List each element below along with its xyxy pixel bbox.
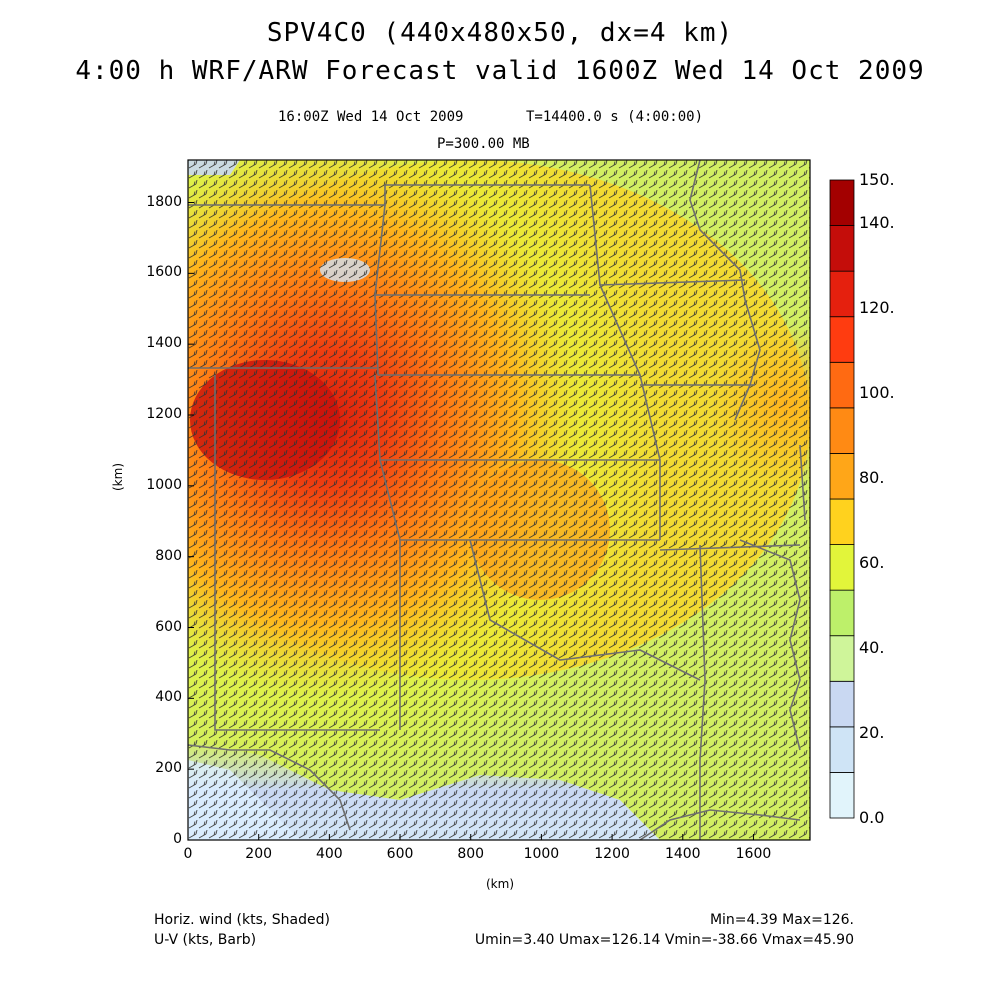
shaded-wind-field bbox=[188, 160, 810, 840]
colorbar-swatch bbox=[829, 726, 855, 773]
shaded-variable-label: Horiz. wind (kts, Shaded) bbox=[154, 912, 330, 928]
colorbar-swatch bbox=[829, 225, 855, 272]
colorbar-swatch bbox=[829, 270, 855, 318]
colorbar-swatch bbox=[829, 316, 855, 363]
x-tick-label: 1000 bbox=[523, 846, 560, 862]
colorbar-label: 0.0 bbox=[859, 808, 885, 827]
y-tick-label: 800 bbox=[155, 547, 182, 564]
plot-subtitle: 4:00 h WRF/ARW Forecast valid 1600Z Wed … bbox=[75, 56, 925, 86]
colorbar-label: 80. bbox=[859, 467, 885, 487]
x-tick-label: 200 bbox=[245, 846, 273, 862]
colorbar-swatch bbox=[829, 589, 855, 637]
colorbar-swatch bbox=[829, 635, 855, 682]
colorbar-swatch bbox=[829, 544, 855, 591]
y-tick-label: 600 bbox=[155, 618, 182, 635]
y-tick-label: 1400 bbox=[146, 335, 182, 352]
colorbar-label: 100. bbox=[859, 382, 895, 402]
model-time-label: T=14400.0 s (4:00:00) bbox=[526, 109, 704, 125]
y-tick-label: 400 bbox=[155, 689, 182, 706]
colorbar-label: 150. bbox=[859, 170, 895, 189]
y-tick-label: 1200 bbox=[146, 406, 182, 422]
min-max-label: Min=4.39 Max=126. bbox=[709, 912, 854, 928]
x-tick-label: 800 bbox=[457, 846, 485, 862]
x-axis-label: (km) bbox=[486, 877, 515, 891]
valid-time-label: 16:00Z Wed 14 Oct 2009 bbox=[278, 109, 464, 125]
colorbar-swatch bbox=[829, 453, 855, 500]
colorbar-swatch bbox=[829, 179, 855, 226]
x-tick-label: 0 bbox=[183, 846, 193, 862]
pressure-level-label: P=300.00 MB bbox=[437, 136, 530, 152]
colorbar-label: 60. bbox=[859, 552, 885, 572]
colorbar-swatch bbox=[829, 407, 855, 454]
colorbar-swatch bbox=[829, 680, 855, 728]
barb-variable-label: U-V (kts, Barb) bbox=[154, 932, 257, 948]
colorbar-swatch bbox=[829, 361, 855, 409]
colorbar-label: 40. bbox=[859, 637, 885, 657]
colorbar-label: 20. bbox=[859, 722, 885, 742]
y-axis-label: (km) bbox=[111, 462, 125, 491]
y-tick-label: 1600 bbox=[146, 264, 182, 281]
y-tick-label: 1000 bbox=[146, 476, 182, 493]
colorbar-label: 140. bbox=[859, 212, 895, 232]
y-tick-label: 200 bbox=[155, 760, 182, 777]
colorbar-swatch bbox=[829, 498, 855, 545]
x-tick-label: 1200 bbox=[594, 846, 630, 862]
uv-stats-label: Umin=3.40 Umax=126.14 Vmin=-38.66 Vmax=4… bbox=[474, 932, 854, 948]
x-tick-label: 400 bbox=[315, 846, 343, 862]
plot-title: SPV4C0 (440x480x50, dx=4 km) bbox=[266, 18, 734, 48]
y-tick-label: 0 bbox=[173, 831, 182, 847]
x-tick-label: 1400 bbox=[664, 846, 701, 862]
state-boundaries bbox=[188, 160, 806, 840]
y-tick-label: 1800 bbox=[146, 193, 182, 210]
plot-frame bbox=[187, 159, 811, 841]
x-tick-label: 1600 bbox=[735, 846, 772, 862]
colorbar-swatch bbox=[829, 772, 855, 819]
x-tick-label: 600 bbox=[386, 846, 414, 862]
colorbar-label: 120. bbox=[859, 297, 895, 317]
